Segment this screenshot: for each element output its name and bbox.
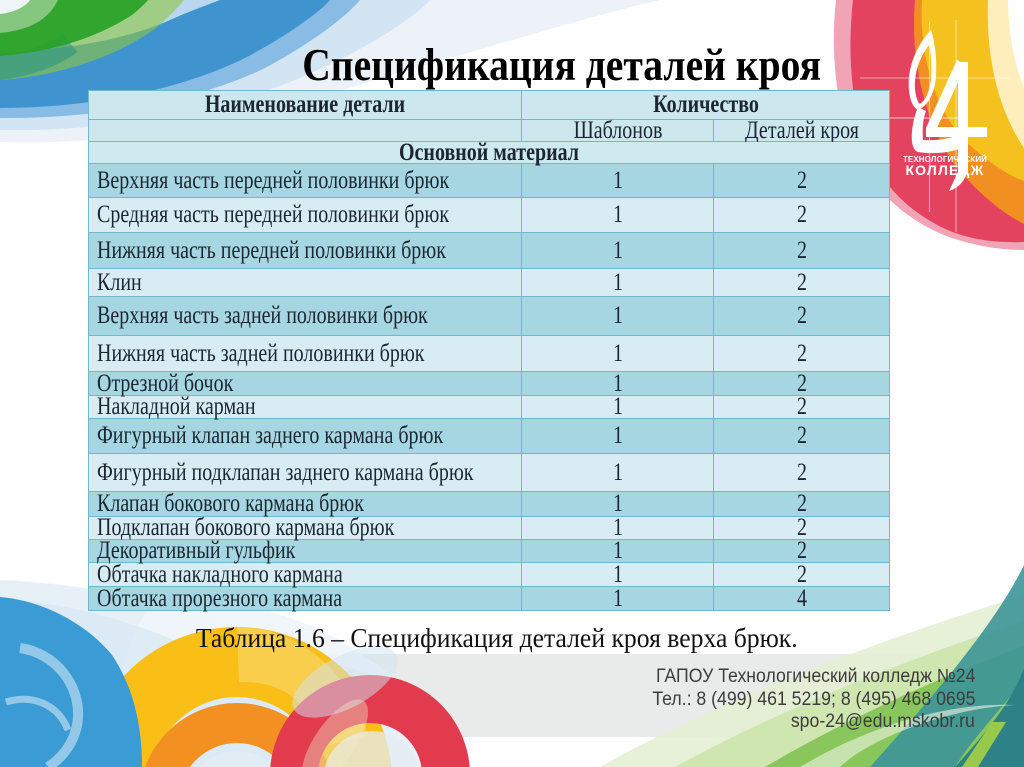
svg-text:КОЛЛЕДЖ: КОЛЛЕДЖ xyxy=(905,162,984,178)
svg-text:ТЕХНОЛОГИЧЕСКИЙ: ТЕХНОЛОГИЧЕСКИЙ xyxy=(903,155,987,164)
